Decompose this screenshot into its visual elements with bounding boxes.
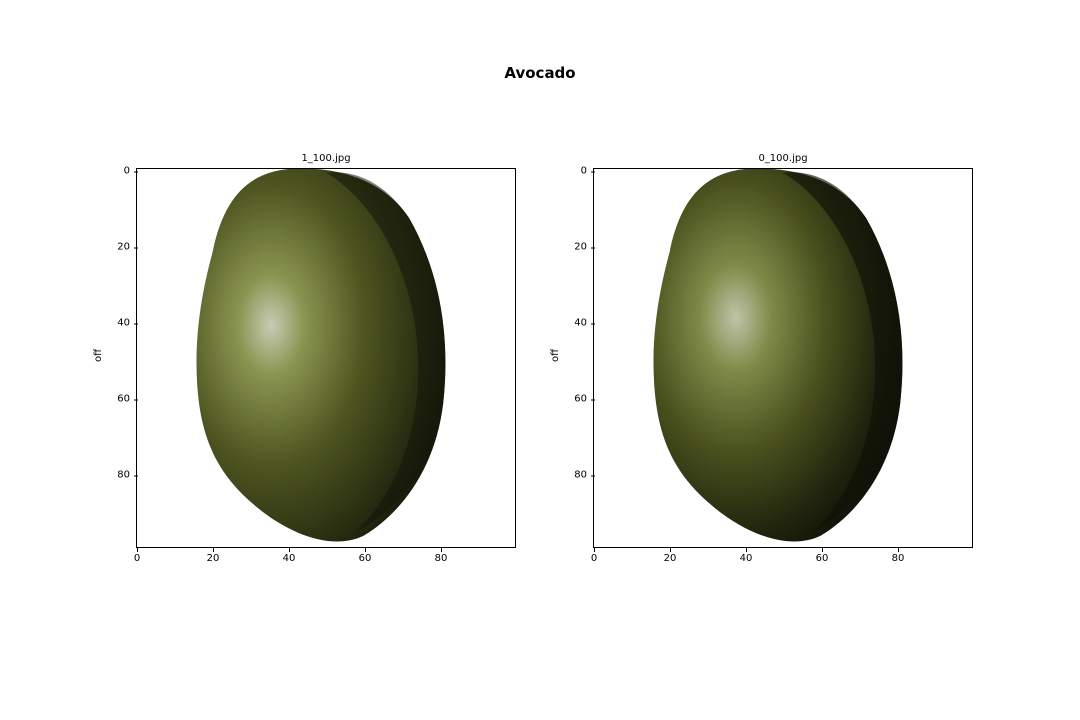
y-tick-label: 0 bbox=[557, 166, 595, 177]
image-frame bbox=[136, 168, 516, 548]
y-axis-label: off bbox=[550, 348, 562, 363]
y-tick-label: 80 bbox=[100, 470, 138, 481]
avocado-image bbox=[653, 169, 903, 542]
y-tick-label: 60 bbox=[100, 394, 138, 405]
x-tick-label: 60 bbox=[350, 548, 380, 564]
image-panel-2: 0_100.jpg off 0 20 40 60 80 0 20 40 60 8… bbox=[550, 150, 973, 570]
y-tick-label: 80 bbox=[557, 470, 595, 481]
x-tick-label: 20 bbox=[198, 548, 228, 564]
y-tick-label: 60 bbox=[557, 394, 595, 405]
x-tick-label: 80 bbox=[883, 548, 913, 564]
y-tick-label: 0 bbox=[100, 166, 138, 177]
x-tick-label: 80 bbox=[426, 548, 456, 564]
panel-subtitle: 0_100.jpg bbox=[758, 153, 808, 164]
y-tick-label: 40 bbox=[100, 318, 138, 329]
x-tick-label: 60 bbox=[807, 548, 837, 564]
image-panel-1: 1_100.jpg off 0 20 40 60 80 0 20 40 60 8… bbox=[93, 150, 516, 570]
figure-title: Avocado bbox=[504, 64, 576, 82]
y-axis-label: off bbox=[93, 348, 105, 363]
x-tick-label: 40 bbox=[731, 548, 761, 564]
x-tick-label: 20 bbox=[655, 548, 685, 564]
y-tick-label: 40 bbox=[557, 318, 595, 329]
y-tick-label: 20 bbox=[100, 242, 138, 253]
x-tick-label: 0 bbox=[122, 548, 152, 564]
x-tick-label: 0 bbox=[579, 548, 609, 564]
y-tick-label: 20 bbox=[557, 242, 595, 253]
avocado-image bbox=[196, 169, 446, 542]
x-tick-label: 40 bbox=[274, 548, 304, 564]
panel-subtitle: 1_100.jpg bbox=[301, 153, 351, 164]
image-frame bbox=[593, 168, 973, 548]
